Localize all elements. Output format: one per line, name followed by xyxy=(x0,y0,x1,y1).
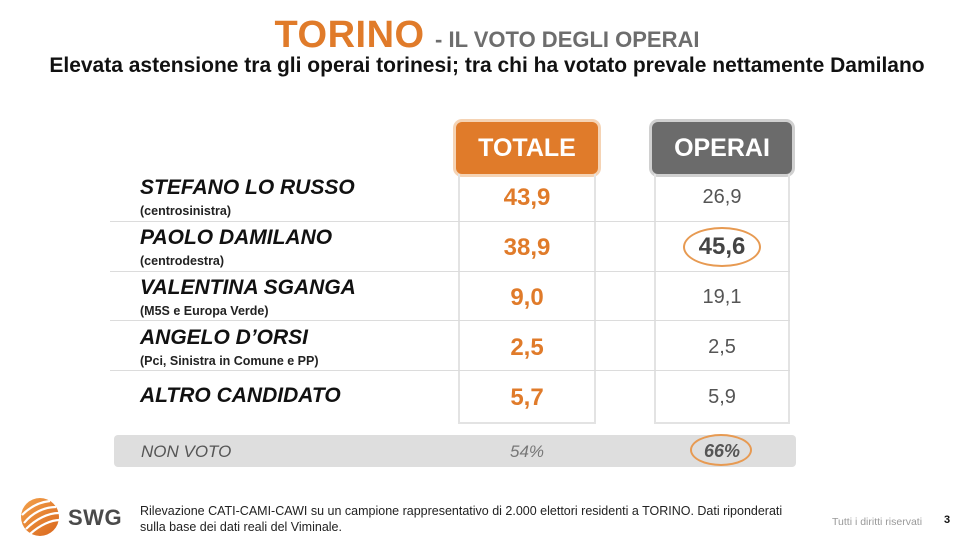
value-operai: 2,5 xyxy=(708,336,736,358)
value-operai: 19,1 xyxy=(702,286,742,308)
non-voto-bar xyxy=(114,435,796,467)
row-divider xyxy=(110,320,790,321)
candidate-party: (M5S e Europa Verde) xyxy=(140,304,269,318)
value-operai: 5,9 xyxy=(708,386,736,408)
rights-notice: Tutti i diritti riservati xyxy=(832,516,923,528)
page-number: 3 xyxy=(944,514,951,526)
value-totale: 5,7 xyxy=(510,384,544,411)
column-header-totale: TOTALE xyxy=(456,122,598,174)
candidate-name: PAOLO DAMILANO xyxy=(140,226,333,249)
column-box-operai xyxy=(654,174,790,424)
candidate-name: ANGELO D’ORSI xyxy=(140,326,309,349)
highlight-circle xyxy=(683,227,761,267)
candidate-name: VALENTINA SGANGA xyxy=(140,276,356,299)
candidate-name: STEFANO LO RUSSO xyxy=(140,176,355,199)
slide-subtitle: Elevata astensione tra gli operai torine… xyxy=(49,54,925,77)
value-totale: 38,9 xyxy=(503,234,551,261)
value-operai-highlight: 45,6 xyxy=(698,233,746,260)
value-totale: 2,5 xyxy=(510,334,544,361)
column-box-totale xyxy=(458,174,596,424)
slide-title: TORINO - IL VOTO DEGLI OPERAI xyxy=(0,14,974,57)
row-divider xyxy=(110,271,790,272)
row-divider xyxy=(110,370,790,371)
non-voto-operai: 66% xyxy=(703,441,741,461)
column-header-operai: OPERAI xyxy=(652,122,792,174)
highlight-circle xyxy=(690,434,752,466)
candidate-name: ALTRO CANDIDATO xyxy=(140,384,341,407)
swg-globe-icon xyxy=(21,498,61,536)
candidate-party: (centrodestra) xyxy=(140,254,225,268)
swg-logo-text: SWG xyxy=(68,505,123,530)
candidate-party: (Pci, Sinistra in Comune e PP) xyxy=(140,354,319,368)
non-voto-label: NON VOTO xyxy=(141,442,232,461)
row-divider xyxy=(110,221,790,222)
value-totale: 9,0 xyxy=(510,284,544,311)
non-voto-totale: 54% xyxy=(509,442,545,461)
title-city: TORINO xyxy=(274,14,425,56)
title-subject: - IL VOTO DEGLI OPERAI xyxy=(435,27,700,52)
candidate-party: (centrosinistra) xyxy=(140,204,231,218)
value-operai: 26,9 xyxy=(702,186,742,208)
footnote: Rilevazione CATI-CAMI-CAWI su un campion… xyxy=(140,504,783,534)
value-totale: 43,9 xyxy=(503,184,551,211)
